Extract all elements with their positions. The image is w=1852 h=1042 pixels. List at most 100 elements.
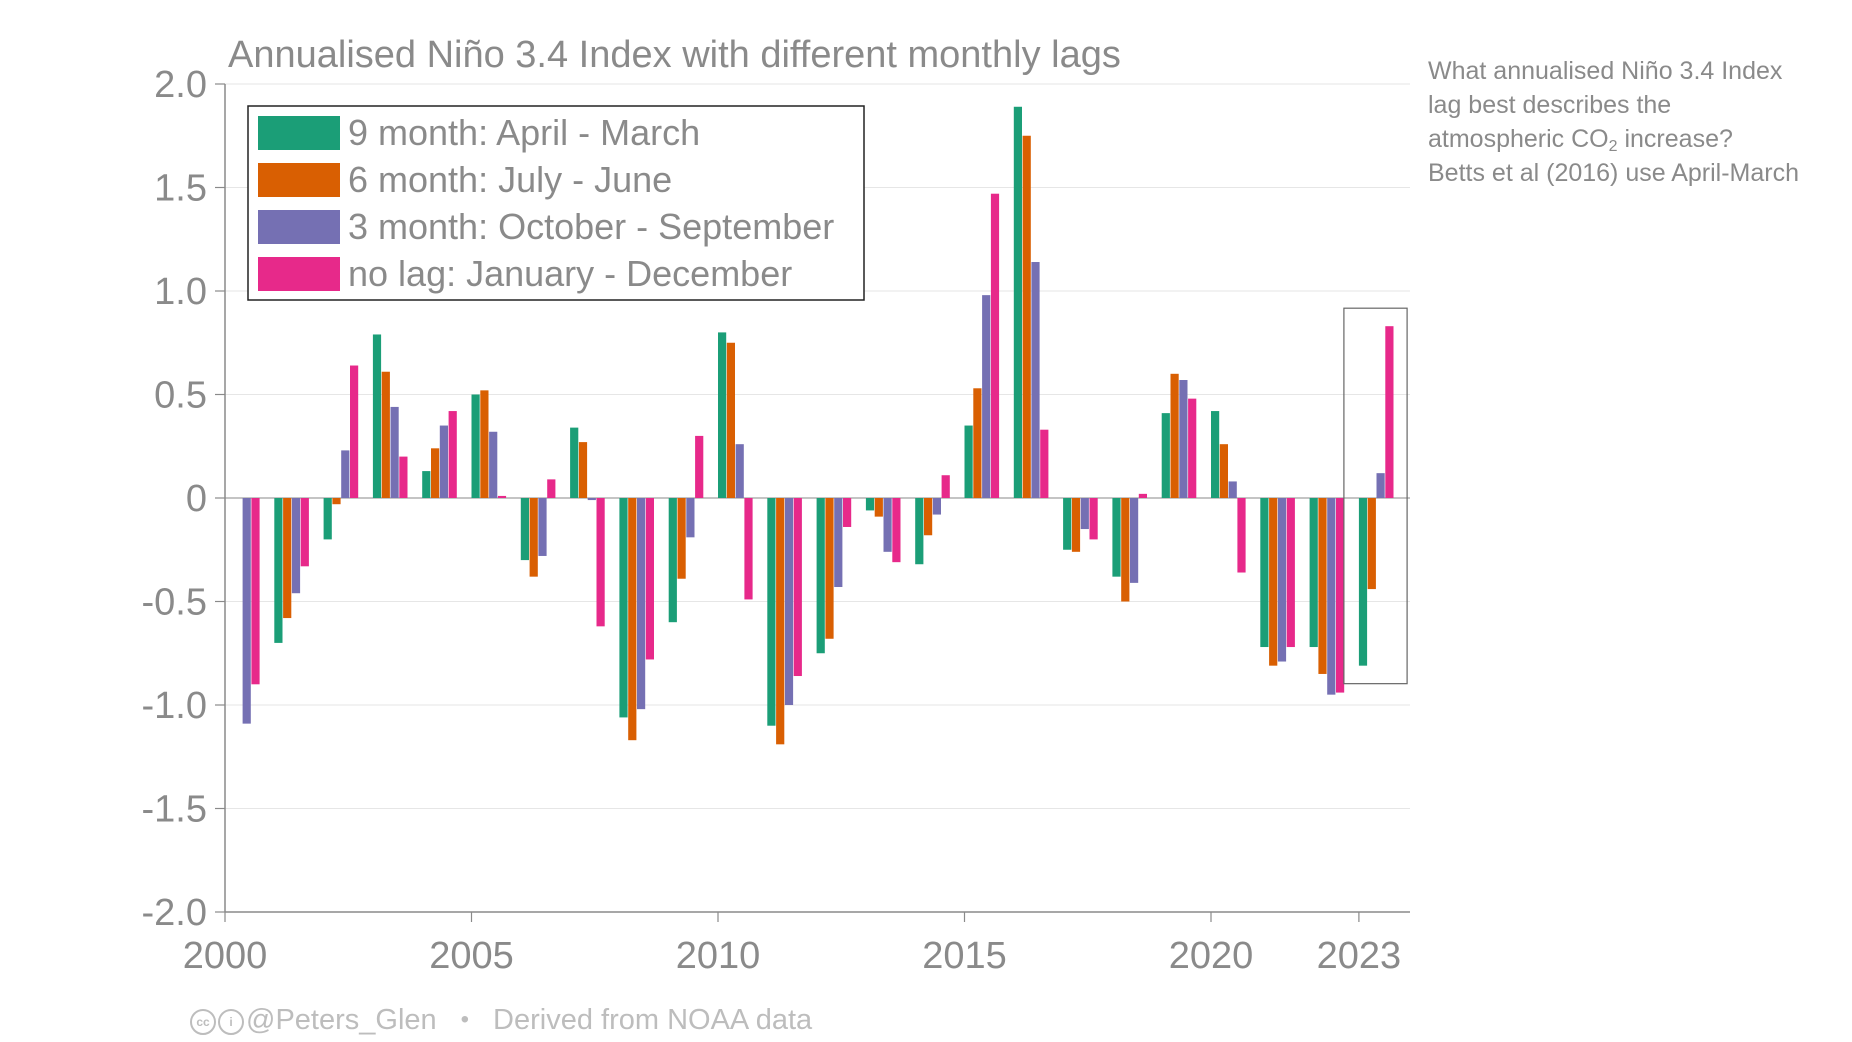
x-tick-label: 2015 bbox=[922, 935, 1007, 977]
bar-2015-series-4 bbox=[990, 193, 1000, 498]
bar-2007-series-4 bbox=[596, 498, 605, 627]
bar-2014-series-3 bbox=[932, 498, 941, 515]
y-tick-label: -1.0 bbox=[142, 685, 207, 727]
x-tick-label: 2010 bbox=[676, 935, 761, 977]
side-note-line-2: lag best describes the bbox=[1428, 91, 1672, 119]
bar-2008-series-4 bbox=[645, 498, 654, 660]
legend-label: 6 month: July - June bbox=[348, 159, 672, 200]
bar-2003-series-1 bbox=[372, 334, 382, 498]
side-note-line-3: atmospheric CO2 increase? bbox=[1428, 122, 1848, 156]
bar-2021-series-1 bbox=[1260, 498, 1269, 648]
bar-2013-series-2 bbox=[874, 498, 883, 517]
bar-2015-series-3 bbox=[982, 295, 991, 498]
x-tick-label: 2000 bbox=[183, 935, 268, 977]
bar-2013-series-1 bbox=[865, 498, 875, 511]
bar-2005-series-2 bbox=[480, 390, 489, 498]
bar-2014-series-1 bbox=[915, 498, 924, 565]
bar-2006-series-3 bbox=[538, 498, 547, 556]
side-note: What annualised Niño 3.4 Index lag best … bbox=[1428, 54, 1848, 190]
bar-2019-series-4 bbox=[1188, 398, 1197, 498]
bar-2000-series-3 bbox=[242, 498, 251, 724]
bar-2023-series-2 bbox=[1367, 498, 1376, 590]
bar-2007-series-2 bbox=[578, 442, 588, 498]
bar-2012-series-2 bbox=[825, 498, 834, 639]
credit-line: cc i @Peters_Glen • Derived from NOAA data bbox=[190, 1004, 812, 1037]
bar-2018-series-1 bbox=[1112, 498, 1121, 577]
bar-2010-series-4 bbox=[744, 498, 753, 600]
bar-2019-series-1 bbox=[1161, 413, 1170, 498]
legend-label: 3 month: October - September bbox=[348, 206, 834, 247]
bar-2007-series-3 bbox=[587, 498, 596, 501]
legend-label: 9 month: April - March bbox=[348, 112, 700, 153]
bar-2016-series-4 bbox=[1040, 429, 1049, 498]
bar-2006-series-4 bbox=[547, 479, 556, 498]
bar-2002-series-1 bbox=[323, 498, 332, 540]
bar-2014-series-2 bbox=[924, 498, 933, 536]
side-note-line-1: What annualised Niño 3.4 Index bbox=[1428, 57, 1783, 85]
credit-source: Derived from NOAA data bbox=[493, 1004, 813, 1036]
bar-2012-series-1 bbox=[816, 498, 825, 654]
bar-2011-series-2 bbox=[776, 498, 785, 745]
bar-2020-series-4 bbox=[1237, 498, 1246, 573]
bar-2009-series-2 bbox=[677, 498, 686, 579]
bar-2010-series-2 bbox=[726, 342, 735, 498]
bar-2021-series-2 bbox=[1269, 498, 1278, 666]
bar-2015-series-2 bbox=[973, 388, 982, 498]
bar-2012-series-4 bbox=[843, 498, 852, 527]
bar-2013-series-4 bbox=[892, 498, 901, 563]
y-tick-label: 1.5 bbox=[154, 168, 207, 210]
legend-swatch bbox=[258, 116, 340, 150]
bar-2018-series-4 bbox=[1138, 493, 1147, 498]
bar-2008-series-1 bbox=[619, 498, 628, 718]
bar-2011-series-3 bbox=[784, 498, 794, 705]
bar-2002-series-2 bbox=[332, 498, 341, 505]
cc-icon: cc bbox=[190, 1009, 216, 1035]
bar-2001-series-1 bbox=[274, 498, 283, 643]
side-note-line-3-text: atmospheric CO bbox=[1428, 125, 1609, 153]
separator-dot: • bbox=[460, 1006, 470, 1033]
bar-2019-series-2 bbox=[1170, 373, 1179, 498]
bar-2001-series-2 bbox=[283, 498, 292, 619]
bar-2013-series-3 bbox=[883, 498, 892, 552]
x-tick-label: 2005 bbox=[429, 935, 514, 977]
bar-2010-series-3 bbox=[735, 444, 744, 498]
bar-2005-series-3 bbox=[489, 431, 498, 498]
bar-2016-series-1 bbox=[1013, 106, 1022, 499]
bar-2004-series-1 bbox=[422, 471, 431, 498]
bar-2006-series-1 bbox=[520, 498, 529, 561]
bar-2004-series-3 bbox=[439, 425, 448, 498]
bar-2017-series-2 bbox=[1071, 498, 1081, 552]
bar-2018-series-2 bbox=[1121, 498, 1130, 602]
bar-2009-series-4 bbox=[695, 435, 704, 498]
y-tick-label: 0.5 bbox=[154, 375, 207, 417]
bar-2011-series-1 bbox=[767, 498, 776, 726]
bar-2020-series-2 bbox=[1219, 444, 1228, 498]
bar-2008-series-2 bbox=[628, 498, 637, 741]
bar-2002-series-3 bbox=[341, 450, 350, 498]
bar-2004-series-4 bbox=[448, 411, 457, 498]
bar-2009-series-3 bbox=[686, 498, 695, 538]
bar-2021-series-3 bbox=[1277, 498, 1287, 662]
bar-2011-series-4 bbox=[793, 498, 802, 677]
bar-2005-series-4 bbox=[497, 495, 507, 498]
highlight-box bbox=[1343, 307, 1408, 685]
y-tick-label: 0 bbox=[186, 478, 207, 520]
y-tick-label: 1.0 bbox=[154, 271, 207, 313]
bar-2017-series-4 bbox=[1089, 498, 1098, 540]
bar-2001-series-3 bbox=[291, 498, 301, 594]
y-tick-label: 2.0 bbox=[154, 64, 207, 106]
bar-2003-series-3 bbox=[390, 406, 399, 498]
bar-2003-series-2 bbox=[381, 371, 390, 498]
bar-2014-series-4 bbox=[941, 475, 950, 498]
bar-2004-series-2 bbox=[431, 448, 440, 498]
chart-title: Annualised Niño 3.4 Index with different… bbox=[228, 34, 1121, 76]
bar-2017-series-1 bbox=[1063, 498, 1072, 550]
bar-2023-series-4 bbox=[1385, 326, 1394, 498]
bar-2020-series-3 bbox=[1228, 481, 1237, 498]
bar-2012-series-3 bbox=[834, 498, 843, 588]
bar-2005-series-1 bbox=[471, 394, 480, 498]
bar-2008-series-3 bbox=[637, 498, 646, 710]
bar-2006-series-2 bbox=[529, 498, 538, 577]
bar-2023-series-3 bbox=[1376, 473, 1385, 498]
